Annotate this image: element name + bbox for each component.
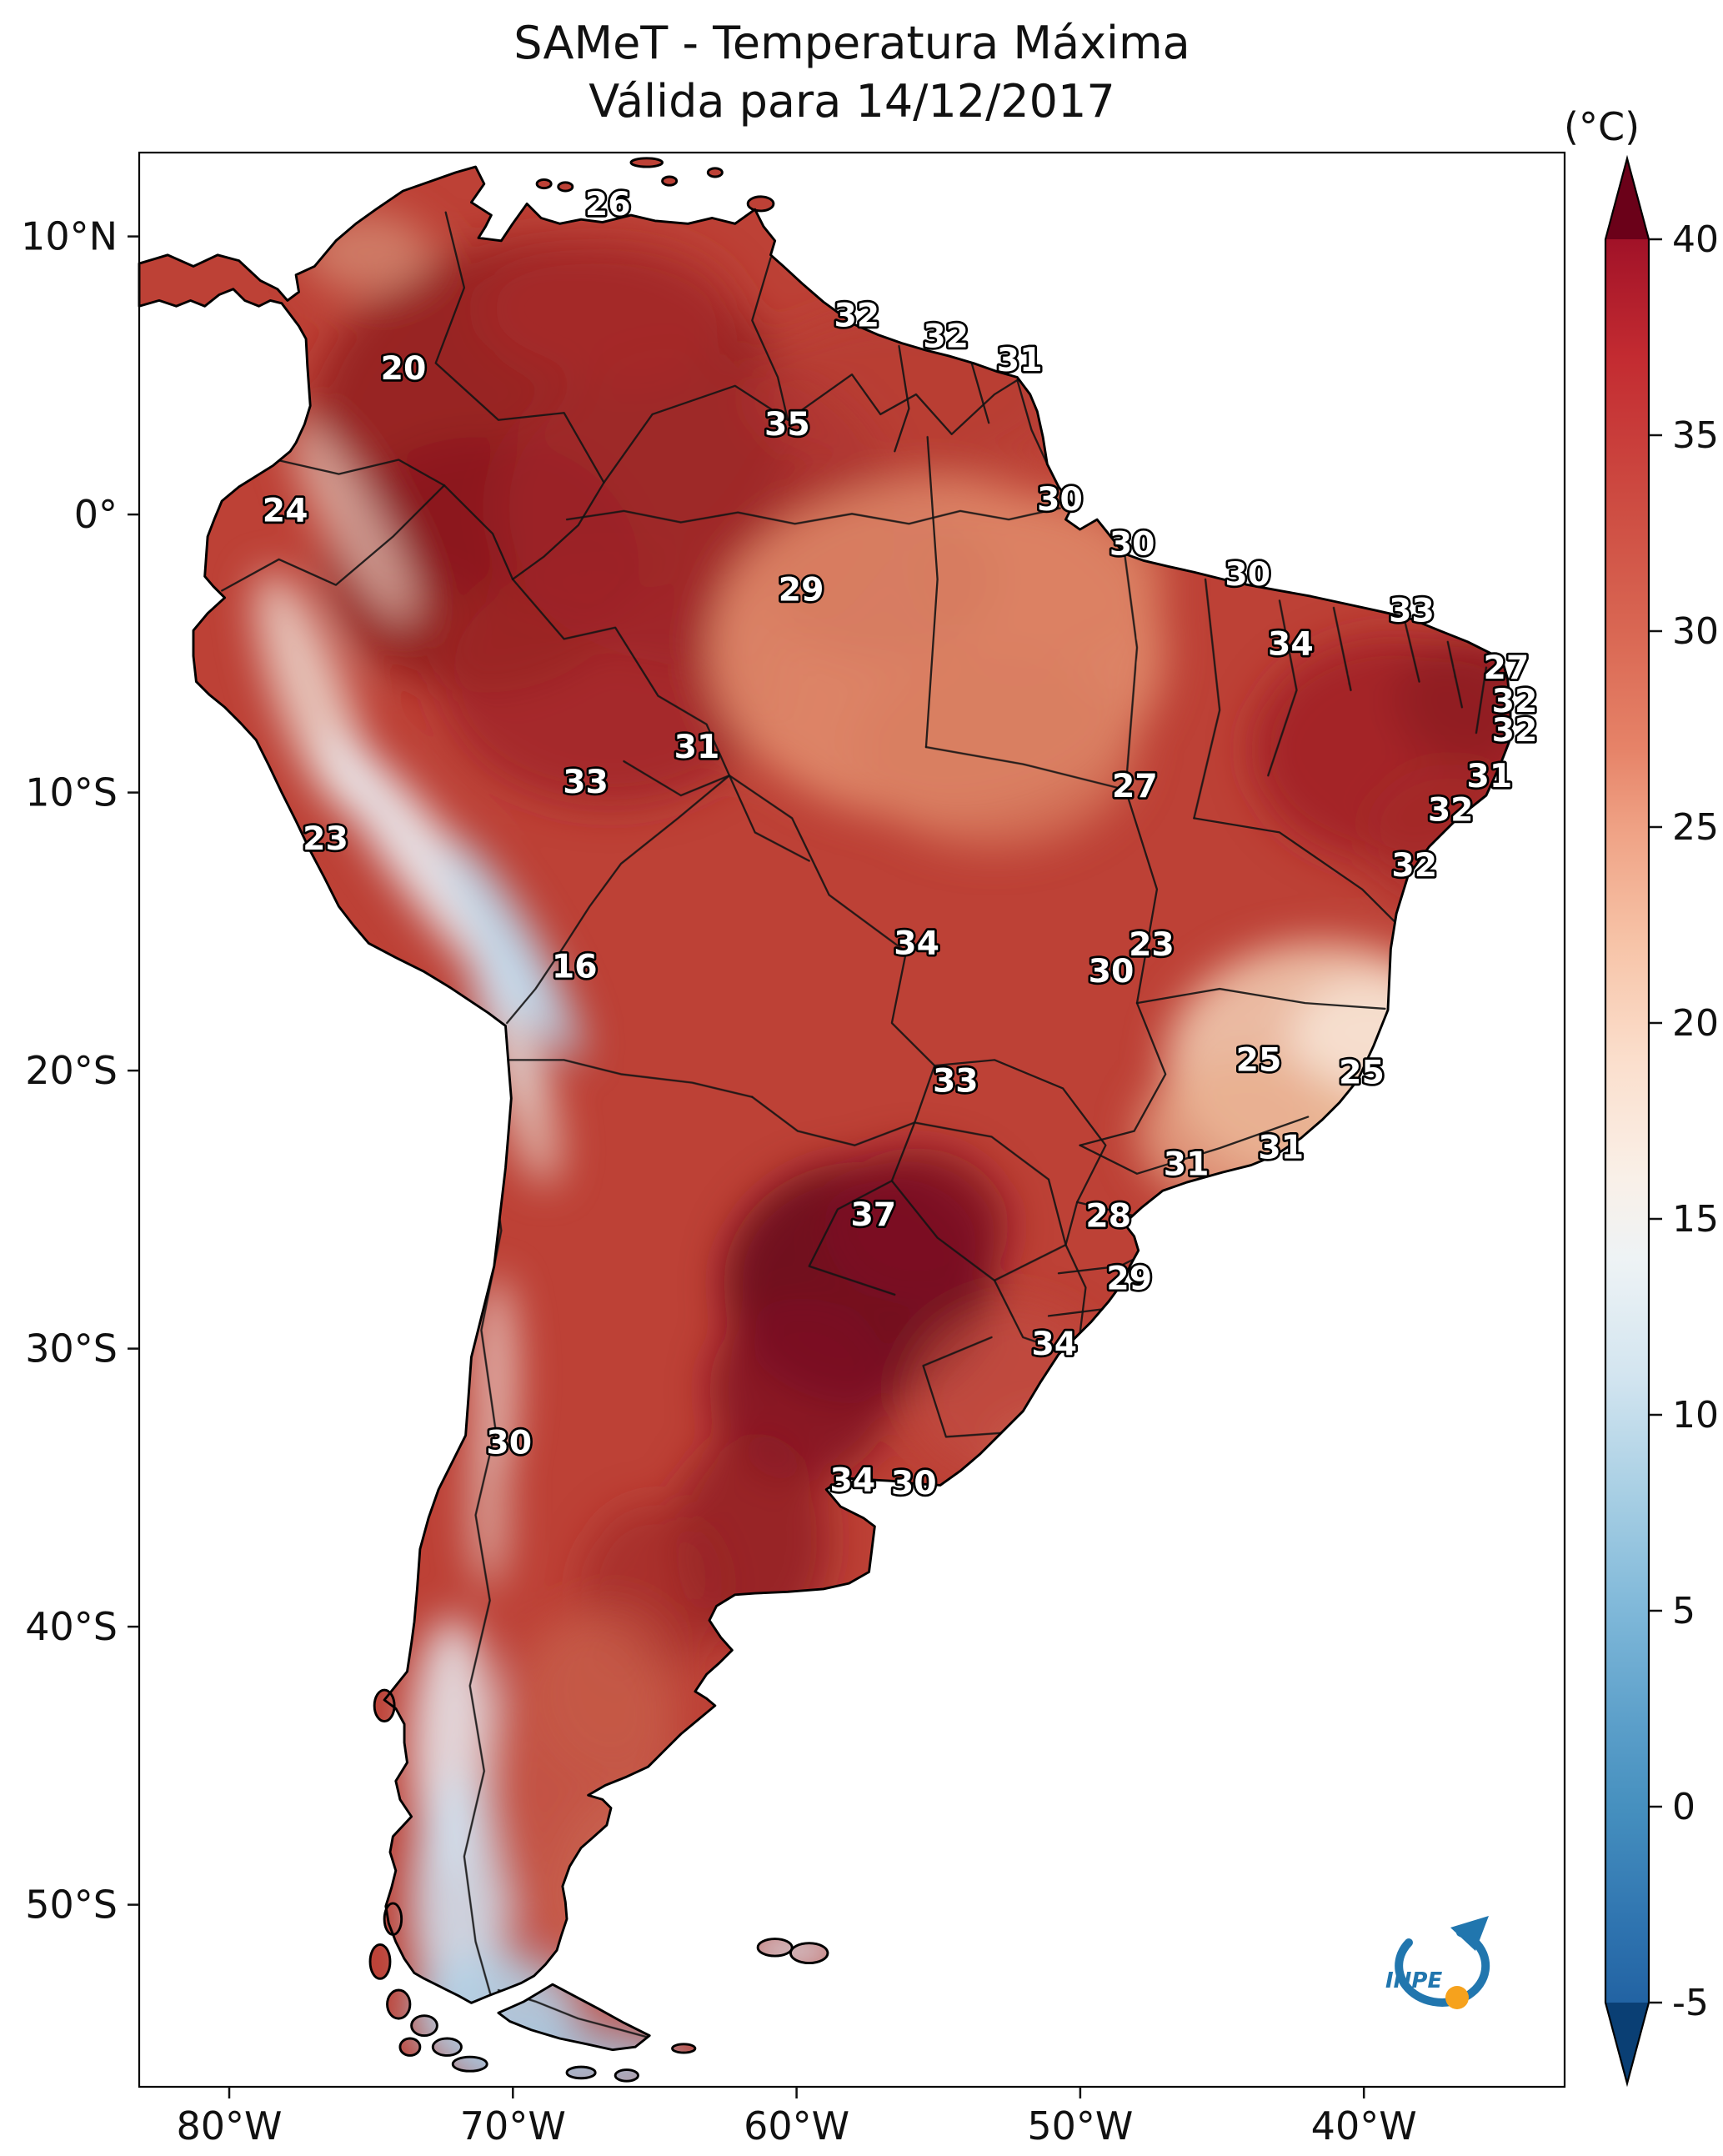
temp-value-label: 33 [933, 1063, 979, 1101]
colorbar-ticks: 40 35 30 25 20 15 10 5 0 -5 [1649, 218, 1719, 2024]
temp-value-label: 20 [381, 350, 427, 388]
temp-value-label: 33 [563, 764, 609, 801]
temp-value-label: 33 [1389, 592, 1435, 629]
temp-value-label: 25 [1339, 1055, 1385, 1092]
temp-value-label: 34 [1268, 626, 1314, 664]
temp-value-label: 27 [1112, 768, 1158, 805]
temp-value-label: 25 [1236, 1042, 1282, 1080]
temp-value-label: 32 [923, 318, 969, 356]
colorbar-tick-label: 15 [1672, 1198, 1719, 1241]
lon-tick-label: 40°W [1311, 2103, 1417, 2148]
colorbar-tick-label: 10 [1672, 1394, 1719, 1436]
temp-value-label: 27 [1484, 649, 1530, 687]
temp-value-label: 16 [552, 949, 598, 986]
colorbar-tick-label: 30 [1672, 610, 1719, 653]
colorbar: 40 35 30 25 20 15 10 5 0 -5 [1604, 154, 1719, 2088]
colorbar-tick-label: 20 [1672, 1002, 1719, 1045]
plot-frame [138, 151, 1566, 2088]
temp-value-label: 34 [894, 925, 939, 962]
temp-value-label: 32 [1391, 847, 1437, 885]
temp-value-label: 30 [891, 1465, 937, 1502]
colorbar-tick-label: 5 [1672, 1590, 1695, 1632]
lat-tick-label: 0° [74, 492, 118, 537]
colorbar-extend-bottom [1605, 2003, 1649, 2083]
temp-value-label: 31 [1258, 1130, 1304, 1167]
lon-tick-label: 60°W [744, 2103, 849, 2148]
lat-tick-label: 50°S [25, 1883, 118, 1928]
colorbar-tick-label: 25 [1672, 806, 1719, 849]
colorbar-unit-label: (°C) [1564, 104, 1640, 149]
temp-value-label: 37 [850, 1196, 896, 1234]
logo-orange-dot [1445, 1986, 1469, 2009]
figure-title: SAMeT - Temperatura Máxima [513, 17, 1190, 69]
inpe-logo: INPE [1385, 1916, 1490, 2009]
temp-value-label: 30 [1225, 556, 1270, 594]
lon-tick-label: 50°W [1027, 2103, 1133, 2148]
temp-value-label: 32 [834, 298, 879, 335]
temp-value-label: 30 [1089, 953, 1134, 990]
logo-text: INPE [1385, 1968, 1442, 1993]
temp-value-label: 31 [1164, 1146, 1210, 1184]
colorbar-tick-label: -5 [1672, 1982, 1709, 2024]
lat-tick-label: 20°S [25, 1048, 118, 1093]
temp-value-label: 32 [1428, 791, 1474, 829]
temp-value-label: 30 [1109, 525, 1155, 563]
temp-value-label: 31 [1467, 758, 1513, 795]
temp-value-label: 23 [1129, 926, 1175, 964]
lat-tick-label: 10°N [21, 214, 118, 259]
temp-value-label: 32 [1492, 683, 1538, 720]
temp-value-label: 29 [1106, 1261, 1152, 1298]
lat-tick-label: 30°S [25, 1326, 118, 1371]
lon-tick-label: 80°W [176, 2103, 282, 2148]
temp-value-label: 34 [1031, 1326, 1077, 1363]
colorbar-gradient-bar [1605, 239, 1649, 2003]
temperature-blobs [254, 212, 1511, 2082]
temp-value-label: 32 [1492, 712, 1538, 750]
temp-value-label: 35 [764, 406, 810, 444]
colorbar-extend-top [1605, 158, 1649, 239]
latitude-axis: 10°N 0° 10°S 20°S 30°S 40°S 50°S [21, 214, 139, 1928]
logo-arrowhead [1450, 1916, 1489, 1951]
temp-value-label: 28 [1085, 1197, 1131, 1235]
colorbar-tick-label: 40 [1672, 218, 1719, 261]
lat-tick-label: 10°S [25, 770, 118, 815]
temp-value-label: 23 [303, 820, 348, 858]
temp-value-label: 31 [997, 342, 1043, 379]
longitude-axis: 80°W 70°W 60°W 50°W 40°W [176, 2087, 1417, 2148]
temp-value-label: 30 [486, 1425, 532, 1462]
temp-value-label: 24 [263, 492, 308, 529]
colorbar-tick-label: 0 [1672, 1786, 1695, 1828]
temp-value-label: 26 [585, 186, 631, 223]
figure-subtitle: Válida para 14/12/2017 [589, 75, 1114, 128]
lat-tick-label: 40°S [25, 1604, 118, 1649]
temp-value-label: 30 [1037, 481, 1083, 519]
temp-value-label: 31 [674, 729, 720, 766]
colorbar-tick-label: 35 [1672, 414, 1719, 457]
temp-value-label: 29 [779, 572, 824, 609]
lon-tick-label: 70°W [460, 2103, 566, 2148]
temp-value-label: 34 [829, 1462, 875, 1500]
